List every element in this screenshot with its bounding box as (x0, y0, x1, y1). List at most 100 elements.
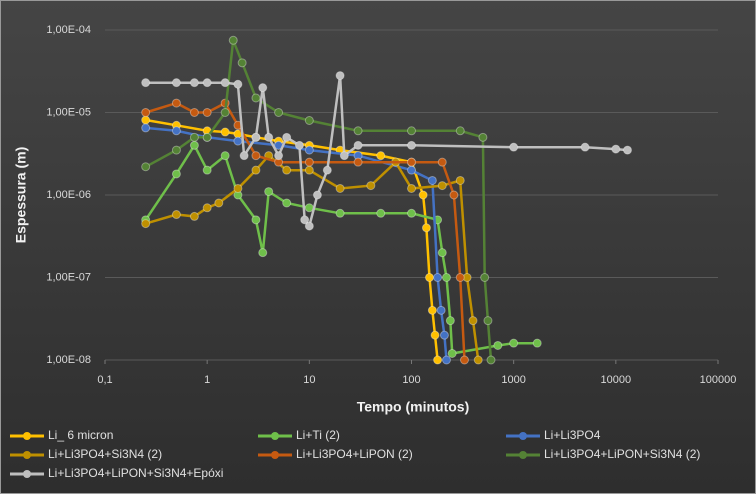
data-point (441, 355, 451, 365)
data-point (220, 151, 230, 161)
data-point (202, 203, 212, 213)
data-point (304, 165, 314, 175)
data-point (322, 165, 332, 175)
data-point (437, 248, 447, 258)
data-point (251, 215, 261, 225)
data-point (189, 108, 199, 117)
data-point (353, 126, 363, 136)
data-point (427, 175, 437, 185)
data-point (233, 79, 243, 89)
data-point (141, 115, 151, 125)
data-point (486, 355, 496, 365)
data-point (407, 126, 416, 136)
data-point (251, 165, 261, 175)
data-point (418, 190, 428, 200)
data-point (478, 132, 488, 142)
data-point (611, 144, 621, 154)
x-tick-label: 10000 (601, 374, 632, 386)
data-point (304, 115, 314, 125)
data-point (171, 126, 181, 136)
data-point (239, 151, 249, 161)
y-tick-label: 1,00E-08 (46, 354, 91, 366)
data-point (353, 157, 363, 167)
legend-label: Li+Li3PO4+LiPON (2) (296, 447, 413, 461)
data-point (220, 78, 230, 88)
data-point (455, 175, 465, 185)
data-point (233, 136, 243, 146)
data-point (339, 151, 349, 161)
data-point (427, 305, 437, 315)
data-point (251, 132, 261, 142)
data-point (459, 355, 469, 365)
data-point (430, 330, 440, 340)
data-point (282, 198, 292, 208)
data-point (258, 248, 268, 258)
data-point (251, 151, 261, 161)
data-point (439, 330, 449, 340)
data-point (171, 145, 181, 155)
legend-swatch-marker (519, 451, 527, 459)
legend-swatch-marker (23, 470, 31, 478)
data-point (335, 183, 345, 193)
data-point (300, 215, 310, 225)
data-point (202, 132, 212, 142)
data-point (407, 157, 416, 167)
legend-swatch-marker (23, 432, 31, 440)
data-point (264, 187, 274, 197)
data-point (202, 78, 212, 88)
data-point (436, 305, 446, 315)
y-axis-title: Espessura (m) (13, 147, 29, 243)
data-point (532, 338, 542, 348)
y-tick-label: 1,00E-07 (46, 271, 91, 283)
data-point (455, 273, 465, 282)
data-point (251, 93, 261, 103)
data-point (445, 316, 455, 326)
data-point (421, 223, 431, 233)
data-point (220, 108, 230, 117)
x-axis-title: Tempo (minutos) (357, 399, 470, 415)
data-point (141, 162, 151, 172)
data-point (509, 142, 519, 152)
legend-swatch-marker (519, 432, 527, 440)
data-point (366, 181, 376, 191)
data-point (468, 316, 478, 326)
legend-swatch-marker (271, 432, 279, 440)
data-point (580, 142, 590, 152)
data-point (376, 208, 386, 218)
data-point (353, 140, 363, 150)
data-point (294, 140, 304, 150)
data-point (473, 355, 483, 365)
x-tick-label: 100000 (700, 374, 737, 386)
data-point (189, 132, 199, 142)
data-point (141, 78, 151, 88)
data-point (202, 165, 212, 175)
data-point (447, 348, 457, 358)
data-point (376, 151, 386, 161)
data-point (509, 338, 519, 348)
y-tick-label: 1,00E-05 (46, 106, 91, 118)
data-point (493, 340, 503, 350)
data-point (407, 165, 416, 175)
legend-label: Li+Li3PO4+LiPON+Si3N4+Epóxi (48, 466, 223, 480)
y-tick-label: 1,00E-06 (46, 189, 91, 201)
legend-swatch-marker (271, 451, 279, 459)
data-point (449, 190, 459, 200)
legend-label: Li+Li3PO4 (544, 428, 601, 442)
data-point (171, 98, 181, 108)
data-point (480, 273, 490, 282)
data-point (407, 140, 416, 150)
data-point (455, 126, 465, 136)
data-point (312, 190, 322, 200)
data-point (258, 83, 268, 93)
legend-label: Li+Ti (2) (296, 428, 340, 442)
data-point (282, 132, 292, 142)
data-point (424, 273, 434, 282)
legend-swatch-marker (23, 451, 31, 459)
data-point (228, 35, 238, 45)
legend-label: Li_ 6 micron (48, 428, 113, 442)
data-point (189, 211, 199, 221)
data-point (304, 145, 314, 155)
data-point (171, 169, 181, 179)
